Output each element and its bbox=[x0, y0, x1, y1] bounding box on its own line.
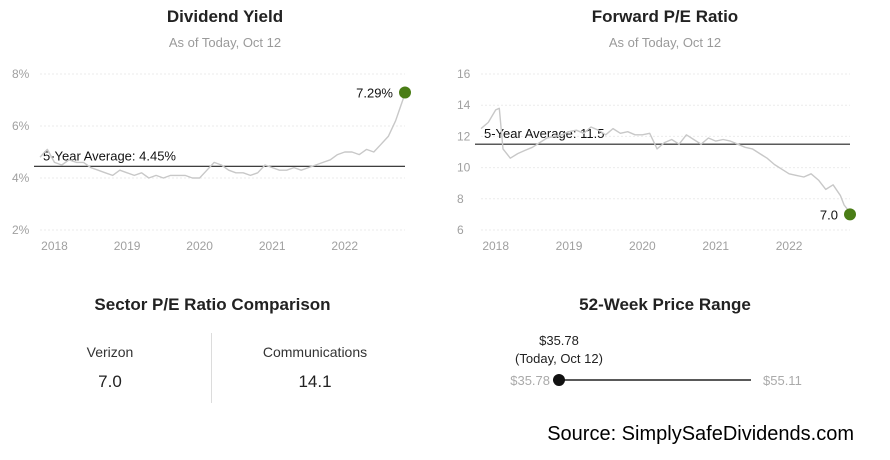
series-line bbox=[39, 92, 406, 179]
x-tick-label: 2018 bbox=[482, 239, 509, 253]
forward-pe-title: Forward P/E Ratio bbox=[591, 7, 739, 26]
comparison-divider bbox=[211, 333, 212, 403]
current-date-label: (Today, Oct 12) bbox=[515, 351, 603, 366]
current-value-marker bbox=[399, 86, 411, 99]
y-tick-label: 8 bbox=[457, 192, 464, 206]
range-low-label: $35.78 bbox=[510, 373, 550, 388]
y-tick-label: 8% bbox=[12, 67, 30, 81]
x-tick-label: 2019 bbox=[556, 239, 583, 253]
y-tick-label: 4% bbox=[12, 171, 30, 185]
x-tick-label: 2020 bbox=[629, 239, 656, 253]
x-tick-label: 2018 bbox=[41, 239, 68, 253]
current-value-label: 7.29% bbox=[356, 85, 393, 100]
dividend-yield-subtitle: As of Today, Oct 12 bbox=[168, 35, 282, 50]
current-price-label: $35.78 bbox=[539, 333, 579, 348]
y-tick-label: 12 bbox=[457, 129, 471, 143]
communications-label: Communications bbox=[262, 344, 368, 360]
price-range-title: 52-Week Price Range bbox=[579, 295, 751, 314]
forward-pe-subtitle: As of Today, Oct 12 bbox=[608, 35, 722, 50]
y-tick-label: 16 bbox=[457, 67, 471, 81]
current-value-label: 7.0 bbox=[820, 207, 838, 222]
y-tick-label: 2% bbox=[12, 223, 30, 237]
source-attribution: Source: SimplySafeDividends.com bbox=[547, 423, 854, 445]
y-tick-label: 6% bbox=[12, 119, 30, 133]
verizon-pe-value: 7.0 bbox=[98, 372, 122, 391]
dividend-yield-title: Dividend Yield bbox=[166, 7, 284, 26]
y-tick-label: 6 bbox=[457, 223, 464, 237]
x-tick-label: 2019 bbox=[114, 239, 141, 253]
five-year-average-label: 5-Year Average: 4.45% bbox=[43, 148, 176, 163]
range-high-label: $55.11 bbox=[763, 373, 802, 388]
x-tick-label: 2021 bbox=[702, 239, 729, 253]
y-tick-label: 10 bbox=[457, 161, 471, 175]
x-tick-label: 2022 bbox=[776, 239, 803, 253]
x-tick-label: 2022 bbox=[331, 239, 358, 253]
x-tick-label: 2020 bbox=[186, 239, 213, 253]
x-tick-label: 2021 bbox=[259, 239, 286, 253]
price-range-bar bbox=[553, 374, 751, 386]
sector-comparison-title: Sector P/E Ratio Comparison bbox=[94, 295, 331, 314]
communications-pe-value: 14.1 bbox=[298, 372, 332, 391]
verizon-label: Verizon bbox=[86, 344, 134, 360]
y-tick-label: 14 bbox=[457, 98, 471, 112]
current-value-marker bbox=[844, 208, 856, 221]
series-line bbox=[480, 107, 851, 215]
current-price-marker bbox=[553, 374, 565, 386]
dividend-yield-chart: 2% 4% 6% 8% 2018 2019 2020 2021 2022 5-Year Avera… bbox=[12, 67, 411, 253]
